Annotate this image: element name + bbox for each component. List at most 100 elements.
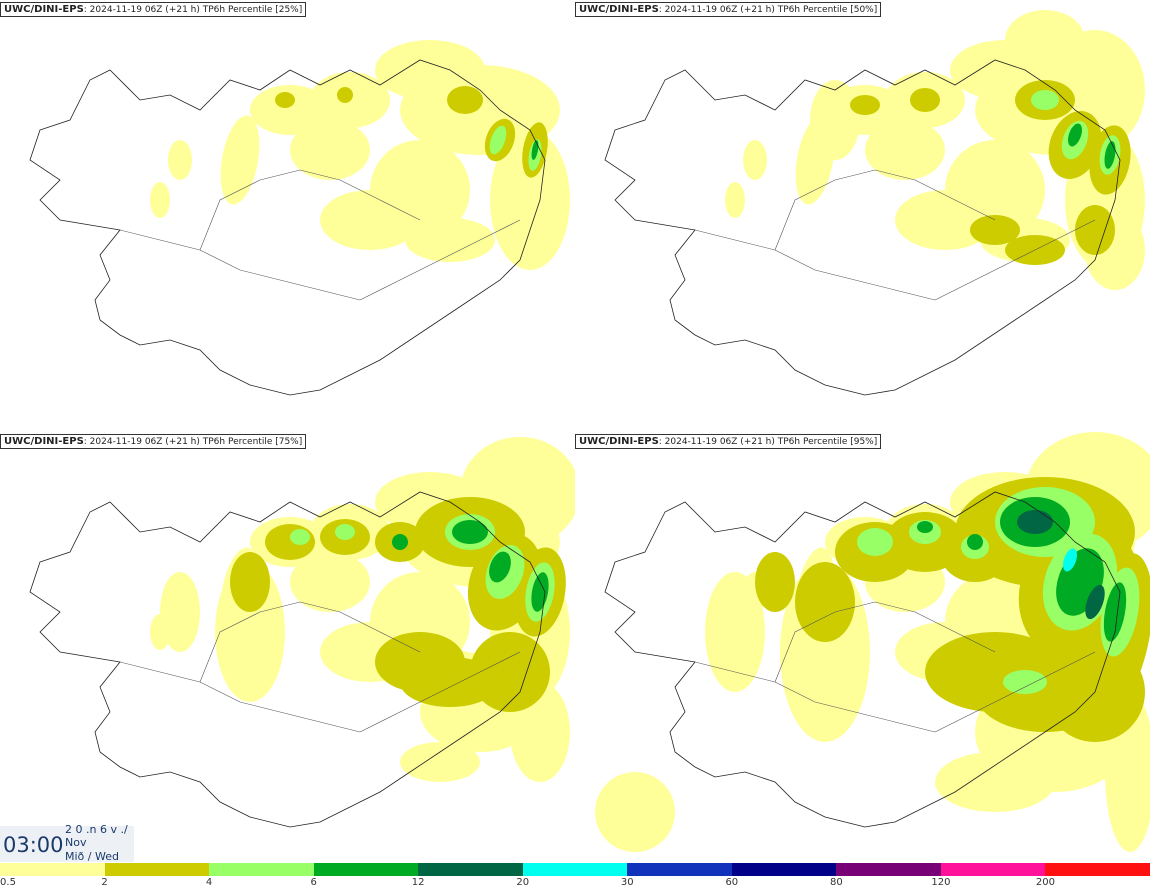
precip-area bbox=[810, 80, 860, 160]
precip-area bbox=[970, 215, 1020, 245]
road-line bbox=[119, 661, 361, 733]
road-line bbox=[199, 601, 421, 683]
precip-area bbox=[1063, 548, 1077, 572]
colorbar-tick-label: 80 bbox=[829, 877, 843, 888]
precip-area bbox=[250, 85, 330, 135]
precip-area bbox=[755, 552, 795, 612]
map-panel-p95: UWC/DINI-EPS: 2024-11-19 06Z (+21 h) TP6… bbox=[575, 432, 1150, 864]
precip-area bbox=[743, 140, 767, 180]
precip-area bbox=[1005, 10, 1085, 70]
road-line bbox=[359, 219, 521, 301]
precip-area bbox=[230, 552, 270, 612]
colorbar-tick-label: 6 bbox=[310, 877, 317, 888]
colorbar-tick-label: 30 bbox=[620, 877, 634, 888]
precip-area bbox=[160, 572, 200, 652]
precip-area bbox=[1003, 670, 1047, 694]
colorbar-segment bbox=[418, 863, 523, 876]
valid-date: 2 0 .n 6 v ./ bbox=[65, 823, 128, 836]
precip-area bbox=[290, 120, 370, 180]
road-line bbox=[694, 229, 936, 301]
precip-area bbox=[850, 95, 880, 115]
precip-map bbox=[604, 10, 1145, 396]
panel-title: UWC/DINI-EPS: 2024-11-19 06Z (+21 h) TP6… bbox=[575, 434, 882, 449]
precip-area bbox=[1075, 205, 1115, 255]
road-line bbox=[199, 169, 421, 251]
precip-area bbox=[470, 632, 550, 712]
valid-month: Nov bbox=[65, 836, 87, 849]
precip-area bbox=[375, 40, 485, 100]
colorbar-ticks: 0.5 2 4 6 12 20 30 60 80 120 200 bbox=[0, 876, 1150, 891]
precip-area bbox=[290, 552, 370, 612]
precip-area bbox=[1085, 584, 1105, 620]
colorbar-tick-label: 12 bbox=[411, 877, 425, 888]
road-line bbox=[774, 601, 996, 683]
precip-area bbox=[917, 521, 933, 533]
precip-area bbox=[1031, 90, 1059, 110]
precip-area bbox=[531, 572, 549, 612]
iceland-coastline bbox=[29, 491, 546, 828]
colorbar-tick-label: 200 bbox=[1035, 877, 1055, 888]
precip-area bbox=[490, 130, 570, 270]
precip-area bbox=[275, 92, 295, 108]
colorbar-segment bbox=[836, 863, 941, 876]
valid-time-box: 03:00 2 0 .n 6 v ./ Nov Mið / Wed bbox=[0, 823, 134, 863]
colorbar-segment bbox=[731, 863, 837, 876]
road-line bbox=[774, 169, 996, 251]
precip-area bbox=[531, 140, 539, 160]
precip-area bbox=[967, 534, 983, 550]
precip-area bbox=[489, 125, 507, 155]
precip-area bbox=[895, 190, 995, 250]
precip-area bbox=[489, 551, 511, 583]
precip-area bbox=[865, 120, 945, 180]
precip-area bbox=[910, 88, 940, 112]
precip-area bbox=[447, 86, 483, 114]
map-panel-p75: UWC/DINI-EPS: 2024-11-19 06Z (+21 h) TP6… bbox=[0, 432, 575, 864]
precip-area bbox=[335, 524, 355, 540]
colorbar-segment bbox=[522, 863, 628, 876]
colorbar-tick-label: 60 bbox=[725, 877, 739, 888]
precip-area bbox=[1068, 123, 1082, 147]
panel-title: UWC/DINI-EPS: 2024-11-19 06Z (+21 h) TP6… bbox=[575, 2, 882, 17]
road-line bbox=[934, 219, 1096, 301]
colorbar-tick-label: 2 bbox=[101, 877, 108, 888]
precip-area bbox=[405, 218, 495, 262]
precip-area bbox=[1103, 582, 1127, 642]
precip-area bbox=[795, 562, 855, 642]
colorbar-segment bbox=[1045, 863, 1150, 876]
precip-area bbox=[337, 87, 353, 103]
precip-area bbox=[320, 190, 420, 250]
colorbar-segment bbox=[104, 863, 210, 876]
colorbar-segment bbox=[0, 863, 105, 876]
precip-area bbox=[220, 115, 260, 205]
iceland-coastline bbox=[29, 59, 546, 396]
precip-area bbox=[857, 528, 893, 556]
precip-area bbox=[290, 529, 310, 545]
map-panel-p25: UWC/DINI-EPS: 2024-11-19 06Z (+21 h) TP6… bbox=[0, 0, 575, 432]
road-line bbox=[119, 229, 361, 301]
iceland-coastline bbox=[604, 491, 1121, 828]
colorbar-tick-label: 120 bbox=[931, 877, 951, 888]
road-line bbox=[359, 651, 521, 733]
valid-weekday: Mið / Wed bbox=[65, 850, 119, 863]
precip-area bbox=[215, 562, 285, 702]
precip-area bbox=[392, 534, 408, 550]
colorbar-tick-label: 0.5 bbox=[0, 877, 16, 888]
precip-area bbox=[1104, 141, 1116, 169]
precip-area bbox=[725, 182, 745, 218]
colorbar-segment bbox=[209, 863, 314, 876]
road-line bbox=[934, 651, 1096, 733]
colorbar-segment bbox=[313, 863, 419, 876]
valid-time: 03:00 bbox=[3, 833, 64, 857]
precip-area bbox=[168, 140, 192, 180]
iceland-coastline bbox=[604, 59, 1121, 396]
precip-colorbar bbox=[0, 863, 1150, 876]
colorbar-segment bbox=[627, 863, 732, 876]
precip-map bbox=[29, 40, 570, 396]
precip-area bbox=[705, 572, 765, 692]
map-panel-p50: UWC/DINI-EPS: 2024-11-19 06Z (+21 h) TP6… bbox=[575, 0, 1150, 432]
precip-map bbox=[595, 432, 1150, 852]
panel-title: UWC/DINI-EPS: 2024-11-19 06Z (+21 h) TP6… bbox=[0, 2, 307, 17]
precip-area bbox=[452, 520, 488, 544]
colorbar-tick-label: 4 bbox=[205, 877, 213, 888]
precip-area bbox=[400, 742, 480, 782]
